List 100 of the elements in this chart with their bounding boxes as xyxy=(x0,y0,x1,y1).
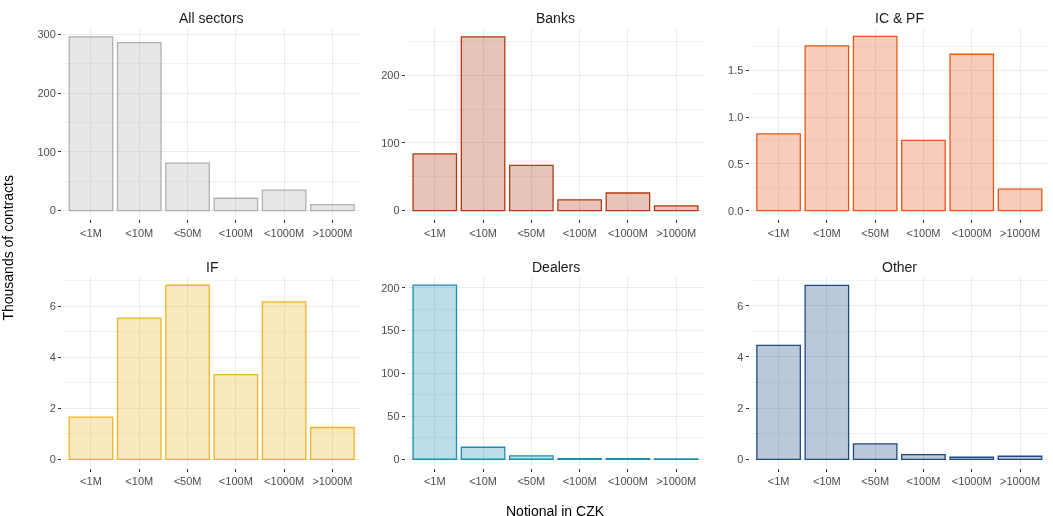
x-tick-label: <1000M xyxy=(607,475,648,488)
x-tick-label: <50M xyxy=(517,226,546,239)
y-axis-title: Thousands of contracts xyxy=(0,175,16,321)
bar xyxy=(116,42,162,212)
x-tick-label: <10M xyxy=(812,226,841,239)
bar xyxy=(756,133,801,212)
y-tick-label: 200 xyxy=(37,87,56,100)
x-tick-label: <10M xyxy=(469,226,497,239)
x-tick-label: <1M xyxy=(80,475,102,488)
bar xyxy=(310,204,355,212)
y-tick-label: 4 xyxy=(49,351,56,364)
y-tick-label: 100 xyxy=(381,367,400,380)
y-tick-label: 0 xyxy=(737,453,744,466)
x-axis-title: Notional in CZK xyxy=(506,503,605,516)
bar xyxy=(508,164,554,212)
y-tick-label: 1.5 xyxy=(728,64,744,77)
chart-title: All sectors xyxy=(179,10,244,26)
x-tick-label: <10M xyxy=(125,226,154,239)
bar xyxy=(557,199,603,212)
x-tick-label: <100M xyxy=(562,226,597,239)
y-tick-label: 200 xyxy=(381,281,400,294)
x-tick-label: <10M xyxy=(469,475,497,488)
y-tick-label: 200 xyxy=(381,69,400,82)
y-tick-label: 0 xyxy=(393,204,400,217)
bar xyxy=(68,416,114,460)
bar xyxy=(460,36,506,212)
chart-title: IF xyxy=(206,259,219,275)
chart-title: Other xyxy=(882,259,918,275)
y-tick-label: 0.0 xyxy=(728,204,744,217)
bar xyxy=(605,192,651,212)
y-tick-label: 2 xyxy=(737,401,744,414)
bar xyxy=(997,188,1043,212)
y-tick-label: 2 xyxy=(49,402,56,415)
y-tick-label: 1.0 xyxy=(728,110,744,123)
chart-title: Dealers xyxy=(532,259,581,275)
bar xyxy=(165,284,210,460)
x-tick-label: <1000M xyxy=(951,226,992,239)
x-tick-label: >1000M xyxy=(1000,226,1041,239)
x-tick-label: <1M xyxy=(423,475,446,488)
x-tick-label: >1000M xyxy=(1000,475,1041,488)
y-tick-label: 300 xyxy=(37,28,56,41)
bar xyxy=(804,45,850,212)
chart-title: Banks xyxy=(536,10,575,26)
bar xyxy=(213,374,259,460)
bar xyxy=(949,456,995,460)
x-tick-label: <100M xyxy=(218,226,253,239)
bar xyxy=(901,139,946,212)
x-tick-label: <1M xyxy=(767,475,790,488)
x-tick-label: <1M xyxy=(767,226,790,239)
x-tick-label: <1M xyxy=(423,226,446,239)
bar xyxy=(901,454,946,460)
x-tick-label: <50M xyxy=(173,475,202,488)
x-tick-label: <50M xyxy=(861,475,890,488)
x-tick-label: >1000M xyxy=(656,226,697,239)
bar xyxy=(213,197,259,212)
bar xyxy=(508,455,554,460)
x-tick-label: <50M xyxy=(173,226,202,239)
y-tick-label: 0 xyxy=(49,204,56,217)
x-tick-label: >1000M xyxy=(312,226,353,239)
y-tick-label: 6 xyxy=(737,299,744,312)
y-tick-label: 150 xyxy=(381,324,400,337)
bar xyxy=(756,344,801,460)
y-tick-label: 100 xyxy=(37,145,56,158)
x-tick-label: <100M xyxy=(906,226,941,239)
x-tick-label: <100M xyxy=(906,475,941,488)
bar xyxy=(949,53,995,212)
x-tick-label: <1000M xyxy=(607,226,648,239)
x-tick-label: <1M xyxy=(80,226,102,239)
bar xyxy=(653,205,699,212)
y-tick-label: 50 xyxy=(387,410,400,423)
bar xyxy=(852,35,898,212)
x-tick-label: <1000M xyxy=(264,475,305,488)
chart-title: IC & PF xyxy=(875,10,925,26)
bar xyxy=(68,36,114,212)
bar xyxy=(852,443,898,460)
x-tick-label: <50M xyxy=(517,475,546,488)
y-tick-label: 0 xyxy=(49,453,56,466)
bar xyxy=(116,317,162,460)
bar xyxy=(997,455,1043,460)
x-tick-label: <10M xyxy=(125,475,154,488)
bar xyxy=(460,446,506,460)
y-tick-label: 4 xyxy=(737,350,744,363)
bar xyxy=(804,284,850,460)
x-tick-label: <50M xyxy=(861,226,890,239)
y-tick-label: 6 xyxy=(49,300,56,313)
x-tick-label: <1000M xyxy=(951,475,992,488)
y-tick-label: 0 xyxy=(393,453,400,466)
y-tick-label: 0.5 xyxy=(728,157,744,170)
x-tick-label: >1000M xyxy=(312,475,353,488)
x-tick-label: >1000M xyxy=(656,475,697,488)
bar xyxy=(165,162,210,212)
x-tick-label: <1000M xyxy=(264,226,305,239)
x-tick-label: <10M xyxy=(812,475,841,488)
x-tick-label: <100M xyxy=(562,475,597,488)
y-tick-label: 100 xyxy=(381,136,400,149)
bar xyxy=(412,153,458,212)
x-tick-label: <100M xyxy=(218,475,253,488)
bar xyxy=(261,301,307,460)
bar xyxy=(261,189,307,212)
bar xyxy=(310,426,355,460)
